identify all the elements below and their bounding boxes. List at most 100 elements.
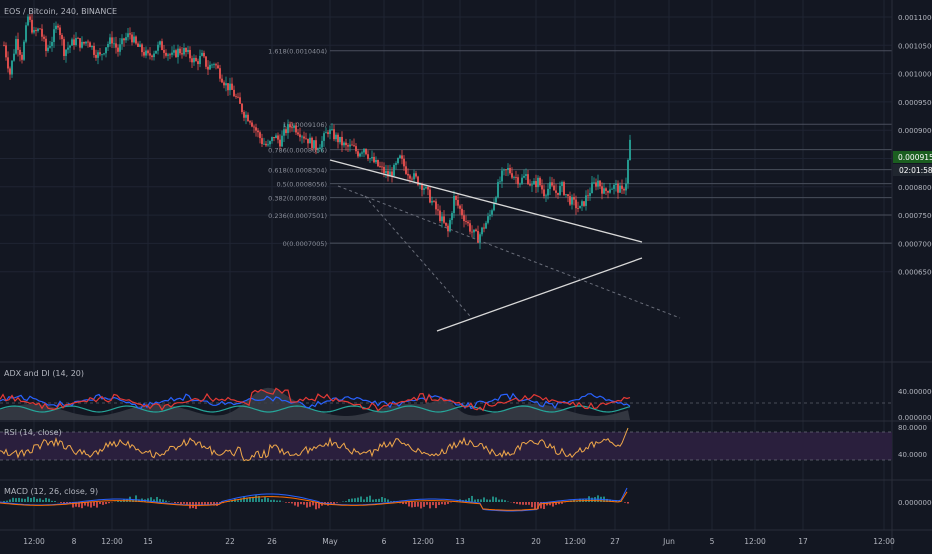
candle-body xyxy=(265,144,267,146)
candle-body xyxy=(343,143,345,146)
candle-body xyxy=(245,115,247,118)
candle-body xyxy=(391,171,393,175)
candle-body xyxy=(261,138,263,144)
candle-body xyxy=(439,211,441,222)
time-tick-label: 5 xyxy=(710,537,715,546)
rsi-tick-80: 80.0000 xyxy=(898,424,927,432)
fib-level-label: 0(0.0007005) xyxy=(283,240,327,248)
time-tick-label: 27 xyxy=(610,537,620,546)
candle-body xyxy=(565,194,567,195)
candle-body xyxy=(411,179,413,180)
bar-countdown-label: 02:01:58 xyxy=(899,166,932,175)
macd-histogram-bar xyxy=(48,499,50,502)
macd-histogram-bar xyxy=(417,502,419,507)
candle-body xyxy=(489,215,491,216)
macd-histogram-bar xyxy=(474,500,476,502)
candle-body xyxy=(399,155,401,158)
macd-histogram-bar xyxy=(27,497,29,502)
candle-body xyxy=(203,53,205,57)
candle-body xyxy=(155,51,157,54)
candle-body xyxy=(363,149,365,153)
macd-histogram-bar xyxy=(9,499,11,502)
candle-body xyxy=(309,138,311,144)
macd-histogram-bar xyxy=(435,502,437,508)
candle-body xyxy=(235,96,237,97)
macd-histogram-bar xyxy=(528,502,530,505)
candle-body xyxy=(353,145,355,146)
candle-body xyxy=(381,167,383,168)
candle-body xyxy=(143,52,145,55)
macd-histogram-bar xyxy=(513,502,515,503)
macd-histogram-bar xyxy=(303,502,305,505)
candle-body xyxy=(225,83,227,85)
candle-body xyxy=(33,30,35,33)
candle-body xyxy=(339,137,341,142)
candle-body xyxy=(63,39,65,56)
macd-histogram-bar xyxy=(39,498,41,502)
candle-body xyxy=(163,50,165,53)
candle-body xyxy=(553,186,555,191)
macd-histogram-bar xyxy=(309,502,311,507)
macd-histogram-bar xyxy=(438,502,440,505)
candle-body xyxy=(359,154,361,157)
fib-level-label: 1.618(0.0010404) xyxy=(268,48,327,56)
candle-body xyxy=(479,234,481,242)
candle-body xyxy=(79,38,81,48)
candle-body xyxy=(429,190,431,203)
candle-body xyxy=(395,163,397,165)
rsi-panel[interactable] xyxy=(0,428,892,461)
candle-body xyxy=(593,182,595,183)
candle-body xyxy=(9,68,11,74)
candle-body xyxy=(435,201,437,209)
candle-body xyxy=(165,53,167,56)
candle-body xyxy=(551,182,553,185)
macd-histogram-bar xyxy=(426,502,428,505)
candle-body xyxy=(431,201,433,202)
time-tick-label: 8 xyxy=(72,537,77,546)
candle-body xyxy=(219,68,221,79)
candle-body xyxy=(509,168,511,173)
candle-body xyxy=(49,46,51,48)
candle-body xyxy=(283,129,285,135)
macd-histogram-bar xyxy=(501,499,503,502)
candle-body xyxy=(301,137,303,138)
macd-histogram-bar xyxy=(291,502,293,503)
candle-body xyxy=(603,188,605,193)
candle-body xyxy=(625,184,627,191)
candle-body xyxy=(305,139,307,140)
candle-body xyxy=(59,28,61,35)
macd-histogram-bar xyxy=(525,502,527,505)
candle-body xyxy=(215,64,217,65)
candle-body xyxy=(13,54,15,61)
candle-body xyxy=(393,165,395,176)
candle-body xyxy=(101,54,103,55)
macd-histogram-bar xyxy=(237,500,239,502)
macd-histogram-bar xyxy=(294,502,296,506)
fib-level-label: 0.618(0.0008304) xyxy=(268,167,327,175)
candle-body xyxy=(319,148,321,150)
candle-body xyxy=(357,151,359,156)
candle-body xyxy=(161,41,163,50)
candle-body xyxy=(279,140,281,147)
candle-body xyxy=(447,226,449,232)
candle-body xyxy=(555,190,557,192)
candle-body xyxy=(229,84,231,91)
candle-body xyxy=(111,37,113,43)
candle-body xyxy=(379,166,381,167)
macd-histogram-bar xyxy=(432,502,434,505)
candle-body xyxy=(255,127,257,130)
candle-body xyxy=(299,134,301,137)
candle-body xyxy=(383,167,385,173)
candle-body xyxy=(475,230,477,231)
macd-histogram-bar xyxy=(54,501,56,502)
candle-body xyxy=(303,137,305,139)
macd-histogram-bar xyxy=(591,498,593,502)
macd-histogram-bar xyxy=(366,497,368,502)
candle-body xyxy=(595,182,597,186)
candle-body xyxy=(41,29,43,37)
candle-body xyxy=(511,173,513,177)
time-tick-label: May xyxy=(322,537,338,546)
